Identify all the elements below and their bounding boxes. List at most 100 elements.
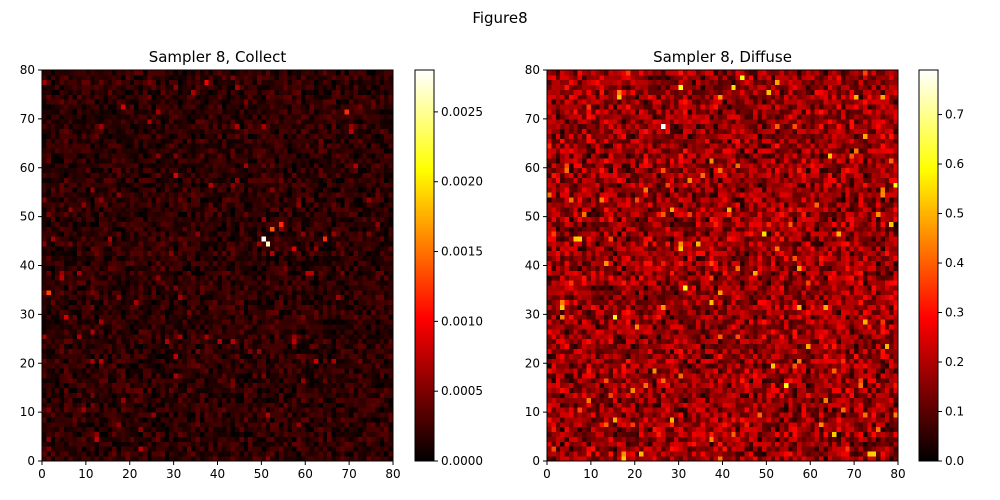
heatmap-cell	[327, 157, 332, 164]
heatmap-cell	[42, 343, 47, 349]
heatmap-cell	[142, 358, 148, 364]
heatmap-cell	[72, 285, 78, 291]
heatmap-cell	[309, 309, 315, 315]
heatmap-cell	[160, 387, 166, 393]
heatmap-cell	[252, 402, 258, 408]
heatmap-cell	[63, 197, 69, 203]
heatmap-cell	[63, 231, 69, 237]
heatmap-cell	[42, 324, 47, 330]
heatmap-cell	[274, 363, 280, 369]
heatmap-cell	[283, 216, 289, 222]
heatmap-cell	[344, 324, 350, 330]
heatmap-cell	[239, 192, 245, 198]
heatmap-cell	[208, 392, 214, 398]
heatmap-cell	[213, 329, 218, 335]
heatmap-cell	[147, 260, 153, 266]
heatmap-cell	[55, 182, 60, 188]
heatmap-cell	[379, 314, 385, 320]
heatmap-cell	[134, 201, 139, 208]
heatmap-cell	[116, 314, 122, 320]
heatmap-cell	[340, 265, 346, 271]
heatmap-cell	[59, 407, 65, 413]
heatmap-cell	[120, 270, 126, 276]
heatmap-cell	[173, 402, 179, 408]
heatmap-cell	[164, 221, 170, 227]
heatmap-cell	[42, 294, 47, 301]
heatmap-cell	[261, 402, 267, 408]
heatmap-cell	[309, 236, 315, 242]
heatmap-cell	[182, 421, 188, 428]
heatmap-cell	[265, 436, 271, 442]
heatmap-cell	[300, 338, 306, 345]
heatmap-cell	[379, 451, 385, 457]
heatmap-cell	[94, 412, 100, 418]
heatmap-cell	[125, 201, 131, 208]
heatmap-cell	[42, 236, 47, 242]
heatmap-cell	[178, 221, 183, 227]
heatmap-cell	[278, 348, 284, 354]
heatmap-cell	[300, 260, 306, 266]
heatmap-cell	[173, 280, 179, 286]
heatmap-cell	[90, 436, 96, 442]
heatmap-cell	[55, 441, 60, 447]
heatmap-cell	[314, 275, 319, 281]
heatmap-cell	[371, 446, 376, 452]
heatmap-cell	[169, 402, 175, 408]
heatmap-cell	[77, 255, 82, 262]
heatmap-cell	[349, 387, 354, 393]
heatmap-cell	[213, 255, 218, 262]
heatmap-cell	[384, 226, 390, 232]
heatmap-cell	[261, 255, 267, 262]
heatmap-cell	[217, 309, 223, 315]
heatmap-cell	[199, 289, 205, 296]
heatmap-cell	[344, 285, 350, 291]
heatmap-cell	[156, 201, 161, 208]
heatmap-cell	[42, 348, 47, 354]
heatmap-cell	[388, 226, 394, 232]
heatmap-cell	[50, 231, 56, 237]
heatmap-cell	[142, 221, 148, 227]
heatmap-cell	[371, 172, 376, 178]
heatmap-cell	[235, 167, 240, 174]
heatmap-cell	[283, 211, 289, 218]
heatmap-cell	[287, 417, 293, 423]
heatmap-cell	[318, 377, 324, 384]
heatmap-cell	[191, 265, 196, 271]
heatmap-cell	[178, 255, 183, 262]
heatmap-cell	[173, 172, 179, 178]
heatmap-cell	[344, 426, 350, 433]
heatmap-cell	[63, 299, 69, 305]
heatmap-cell	[278, 216, 284, 222]
heatmap-cell	[252, 358, 258, 364]
heatmap-cell	[46, 177, 52, 183]
heatmap-cell	[129, 192, 135, 198]
heatmap-cell	[362, 187, 368, 193]
heatmap-cell	[63, 373, 69, 379]
heatmap-cell	[107, 265, 113, 271]
heatmap-cell	[42, 333, 47, 340]
heatmap-cell	[349, 421, 354, 428]
heatmap-cell	[99, 192, 104, 198]
heatmap-cell	[68, 338, 74, 345]
heatmap-cell	[120, 216, 126, 222]
heatmap-cell	[226, 216, 232, 222]
heatmap-cell	[94, 441, 100, 447]
heatmap-cell	[314, 231, 319, 237]
heatmap-cell	[375, 436, 381, 442]
heatmap-cell	[99, 211, 104, 218]
heatmap-cell	[169, 382, 175, 389]
heatmap-cell	[178, 387, 183, 393]
heatmap-cell	[292, 206, 297, 213]
heatmap-cell	[138, 412, 144, 418]
heatmap-cell	[357, 255, 363, 262]
heatmap-cell	[63, 265, 69, 271]
heatmap-cell	[362, 299, 368, 305]
heatmap-cell	[164, 231, 170, 237]
heatmap-cell	[248, 382, 253, 389]
heatmap-cell	[182, 260, 188, 266]
heatmap-cell	[138, 392, 144, 398]
heatmap-cell	[278, 206, 284, 213]
heatmap-cell	[366, 216, 372, 222]
heatmap-cell	[63, 192, 69, 198]
heatmap-cell	[388, 250, 394, 257]
